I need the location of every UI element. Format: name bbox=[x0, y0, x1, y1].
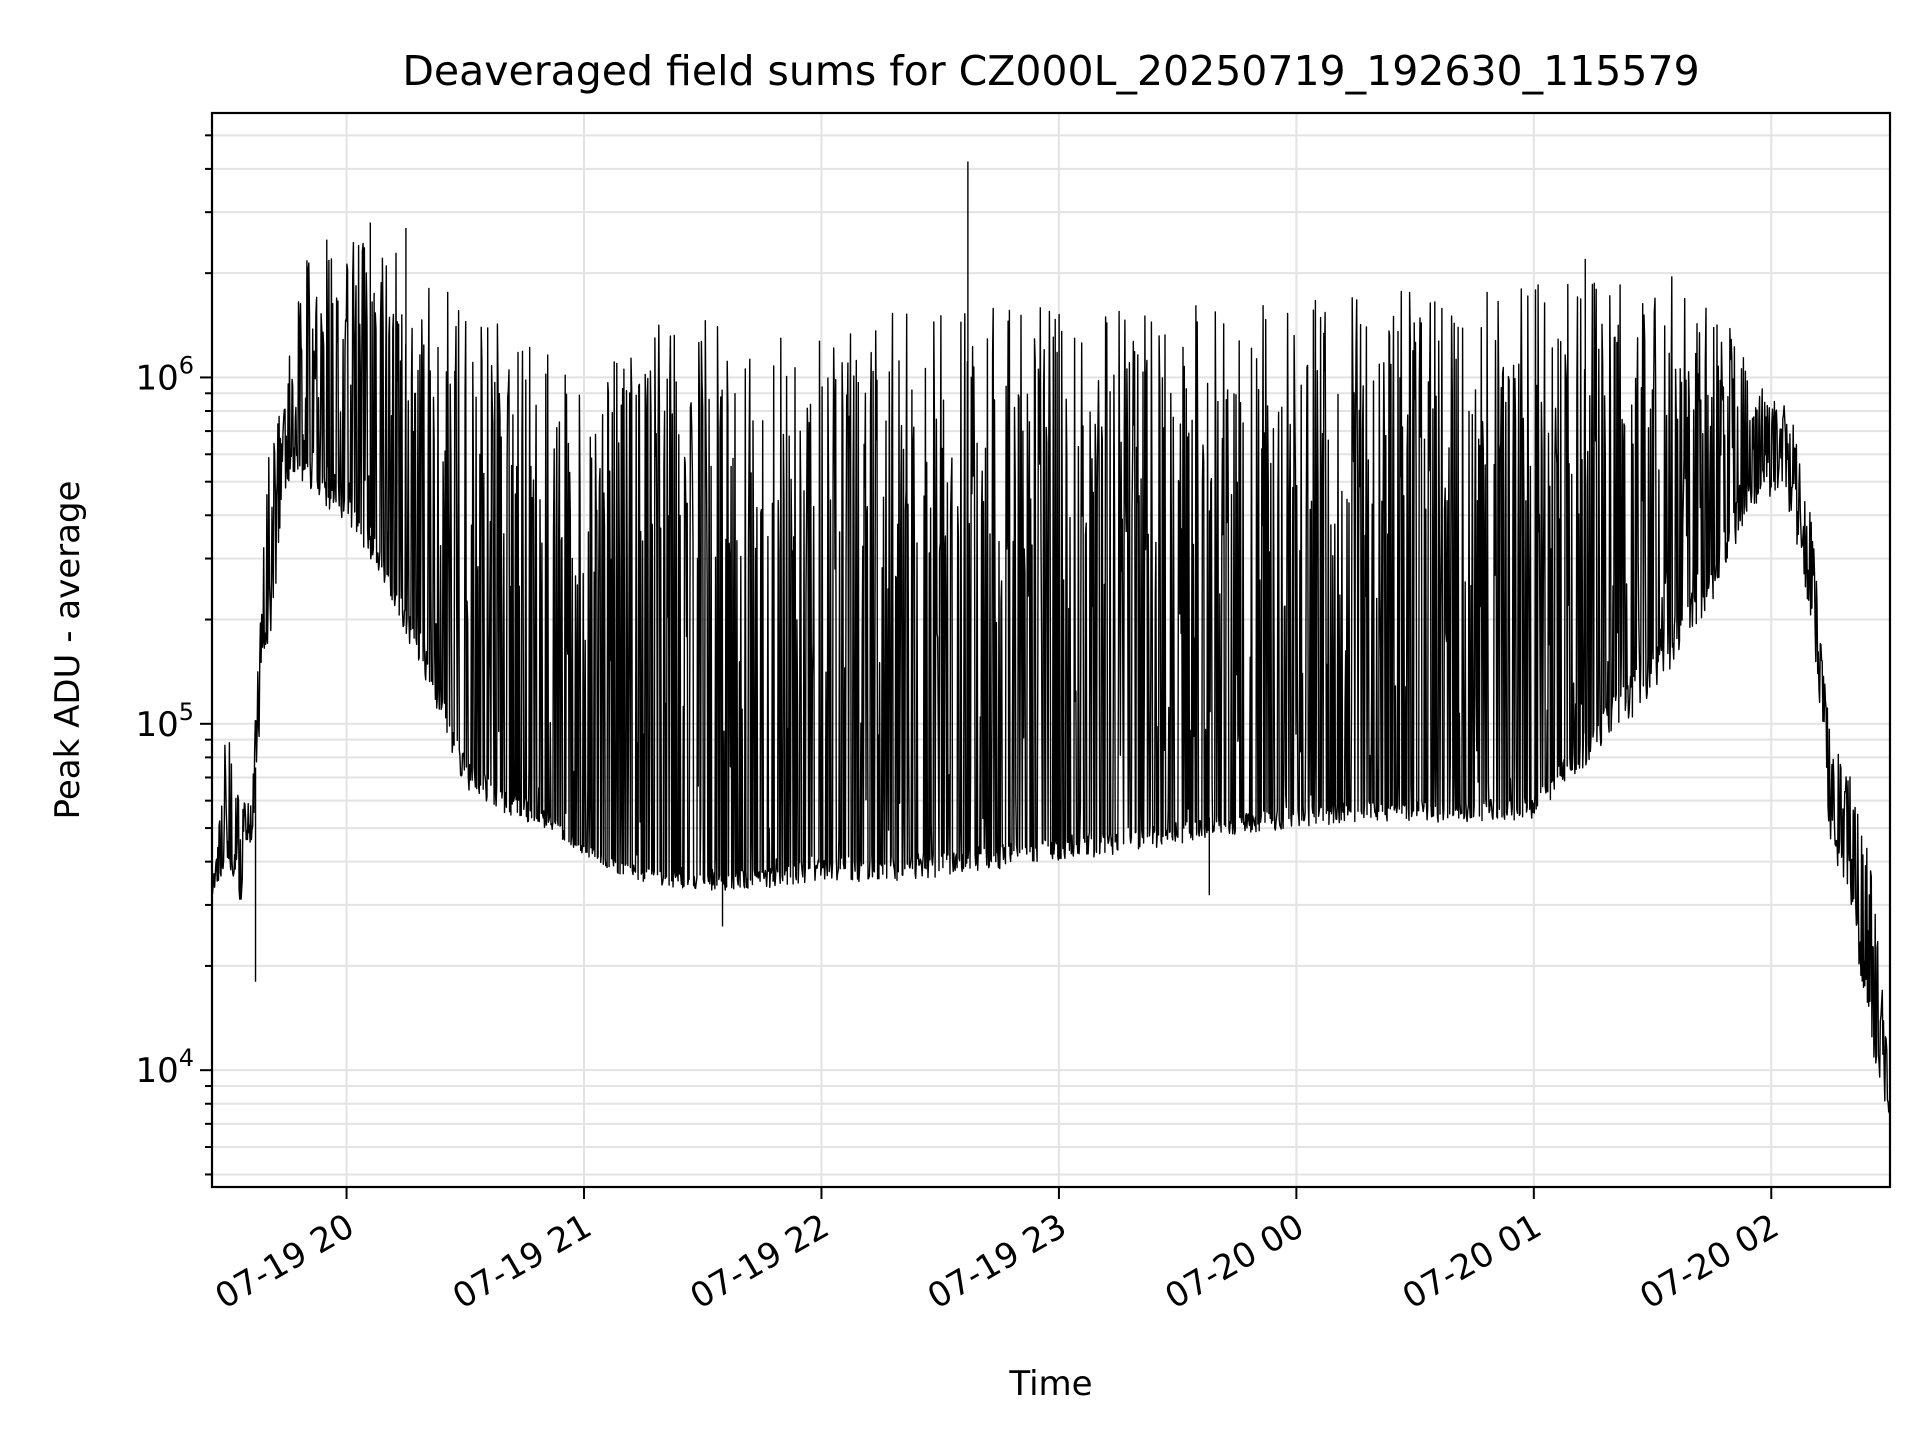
series-line bbox=[211, 241, 1891, 1114]
y-tick-label: 104 bbox=[135, 1044, 194, 1091]
y-tick-exponent: 6 bbox=[179, 351, 194, 379]
plot-area-frame bbox=[210, 111, 1892, 1189]
y-tick-base: 10 bbox=[135, 705, 178, 745]
y-tick-label: 105 bbox=[135, 698, 194, 745]
series-layer bbox=[211, 161, 1891, 1114]
x-axis-label: Time bbox=[1008, 1364, 1092, 1404]
y-tick-label: 106 bbox=[135, 351, 194, 398]
y-tick-exponent: 5 bbox=[179, 698, 194, 726]
y-axis-label: Peak ADU - average bbox=[48, 481, 88, 820]
chart-title: Deaveraged field sums for CZ000L_2025071… bbox=[402, 47, 1699, 95]
y-tick-base: 10 bbox=[135, 1051, 178, 1091]
y-tick-base: 10 bbox=[135, 358, 178, 398]
y-tick-exponent: 4 bbox=[179, 1044, 194, 1072]
